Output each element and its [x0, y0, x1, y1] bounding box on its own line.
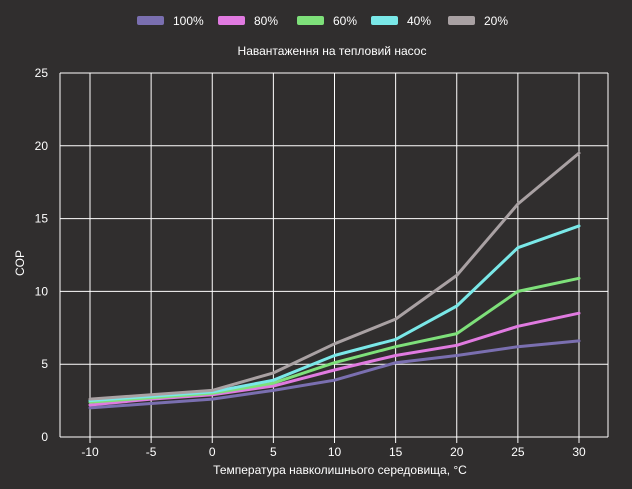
y-tick-label: 15 — [35, 212, 49, 226]
legend-item: 100% — [137, 14, 204, 28]
legend: 100% 80% 60% 40% 20% — [137, 14, 508, 28]
series-line-20pct — [88, 151, 581, 401]
y-tick-label: 25 — [35, 66, 49, 80]
y-tick-label: 20 — [35, 139, 49, 153]
x-tick-label: 5 — [270, 445, 277, 459]
legend-item: 60% — [297, 14, 357, 28]
legend-item: 40% — [371, 14, 431, 28]
x-tick-label: 20 — [450, 445, 464, 459]
chart-title: Навантаження на тепловий насос — [238, 44, 427, 58]
legend-label: 80% — [254, 14, 278, 28]
y-tick-label: 5 — [41, 357, 48, 371]
x-axis-title: Температура навколишнього середовища, °C — [213, 463, 467, 477]
x-tick-label: 25 — [511, 445, 525, 459]
axes — [60, 436, 608, 443]
x-tick-label: 10 — [328, 445, 342, 459]
x-tick-label: -10 — [81, 445, 99, 459]
y-tick-label: 0 — [41, 430, 48, 444]
legend-swatch — [297, 16, 324, 25]
legend-item: 20% — [448, 14, 508, 28]
x-tick-label: 30 — [572, 445, 586, 459]
legend-swatch — [137, 16, 164, 25]
legend-swatch — [218, 16, 245, 25]
grid — [59, 72, 609, 438]
y-axis-title: COP — [13, 250, 27, 276]
y-axis-ticks: 0 5 10 15 20 25 — [35, 66, 49, 444]
series-line-100pct — [88, 339, 581, 410]
legend-item: 80% — [218, 14, 278, 28]
x-tick-label: 15 — [389, 445, 403, 459]
legend-swatch — [371, 16, 398, 25]
x-axis-ticks: -10 -5 0 5 10 15 20 25 30 — [81, 445, 586, 459]
legend-label: 40% — [407, 14, 431, 28]
legend-label: 20% — [484, 14, 508, 28]
legend-label: 100% — [173, 14, 204, 28]
legend-swatch — [448, 16, 475, 25]
legend-label: 60% — [333, 14, 357, 28]
y-tick-label: 10 — [35, 284, 49, 298]
series-lines — [88, 151, 581, 410]
x-tick-label: -5 — [146, 445, 157, 459]
x-tick-label: 0 — [209, 445, 216, 459]
